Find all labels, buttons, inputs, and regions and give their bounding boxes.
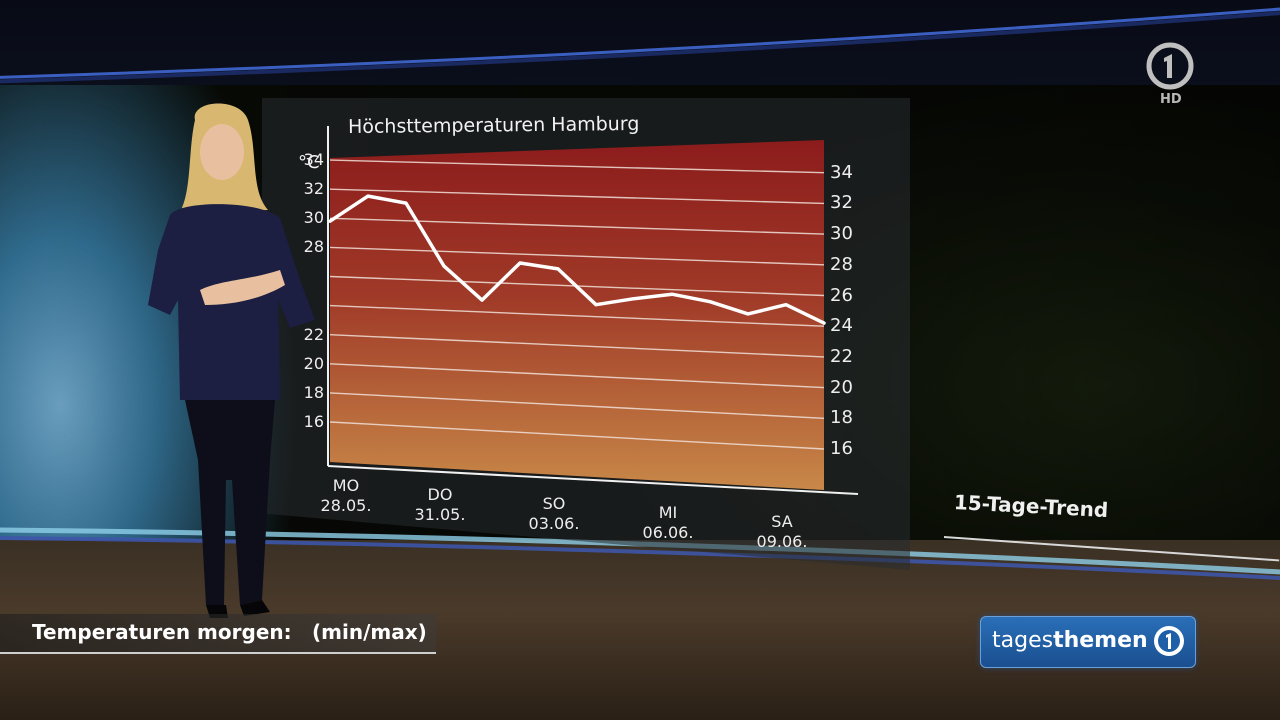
y-tick-left-20: 20 (303, 353, 324, 373)
y-tick-left-30: 30 (303, 208, 324, 228)
ard-one-icon (1154, 626, 1184, 656)
y-tick-right-20: 20 (830, 376, 853, 398)
y-tick-left-18: 18 (303, 382, 324, 402)
grid-line-24 (329, 304, 825, 327)
tagesthemen-wordmark: tagesthemen (992, 628, 1148, 653)
x-tick-mi: MI 06.06. (628, 503, 708, 543)
y-tick-right-34: 34 (830, 161, 853, 183)
chart-title: Höchsttemperaturen Hamburg (347, 112, 640, 138)
y-tick-left-16: 16 (303, 412, 324, 431)
y-tick-right-28: 28 (830, 253, 853, 275)
x-tick-date: 03.06. (528, 514, 580, 533)
lower-third-title: Temperaturen morgen: (32, 620, 292, 644)
x-axis-line (327, 465, 859, 495)
x-tick-day: MI (658, 503, 678, 522)
ceiling-light-strip (0, 7, 1280, 84)
series-line-high-temp (328, 194, 826, 325)
axis-lines (327, 126, 859, 495)
y-tick-right-32: 32 (830, 192, 853, 214)
grid-line-34 (329, 159, 825, 174)
y-tick-right-22: 22 (830, 345, 853, 367)
grid-line-32 (329, 188, 825, 205)
grid-line-20 (329, 363, 825, 389)
x-tick-so: SO 03.06. (514, 494, 594, 534)
y-tick-right-18: 18 (830, 407, 853, 429)
x-tick-date: 09.06. (756, 532, 808, 551)
y-tick-left-32: 32 (303, 179, 324, 199)
x-tick-date: 06.06. (642, 523, 694, 542)
grid-line-18 (329, 392, 825, 419)
hd-badge: HD (1160, 92, 1182, 107)
lower-third-bar (0, 614, 436, 654)
y-tick-left-22: 22 (303, 324, 324, 344)
x-tick-sa: SA 09.06. (742, 512, 822, 552)
y-tick-right-30: 30 (830, 223, 853, 245)
y-tick-left-28: 28 (303, 237, 324, 257)
x-tick-mo: MO 28.05. (306, 476, 386, 516)
grid-line-28 (329, 246, 825, 266)
lower-third-subtitle: (min/max) (312, 620, 427, 644)
grid-line-16 (329, 421, 825, 450)
y-tick-left-34: 34 (303, 150, 324, 170)
plot-area (330, 140, 824, 490)
ard-logo (1146, 42, 1194, 90)
y-tick-right-16: 16 (830, 438, 853, 459)
x-tick-do: DO 31.05. (400, 485, 480, 525)
grid-line-30 (329, 217, 825, 235)
x-tick-date: 28.05. (320, 496, 372, 515)
x-tick-day: MO (332, 476, 360, 495)
presenter-figure (148, 103, 315, 618)
x-tick-day: SO (542, 494, 566, 513)
grid-line-22 (329, 334, 825, 358)
y-tick-right-26: 26 (830, 284, 853, 306)
y-tick-right-24: 24 (830, 315, 853, 337)
y-axis-unit: °C (298, 152, 320, 173)
x-tick-day: DO (427, 485, 453, 504)
brand-prefix: tages (992, 628, 1054, 653)
brand-suffix: themen (1053, 628, 1148, 653)
x-tick-date: 31.05. (414, 505, 466, 524)
x-tick-day: SA (771, 512, 793, 531)
